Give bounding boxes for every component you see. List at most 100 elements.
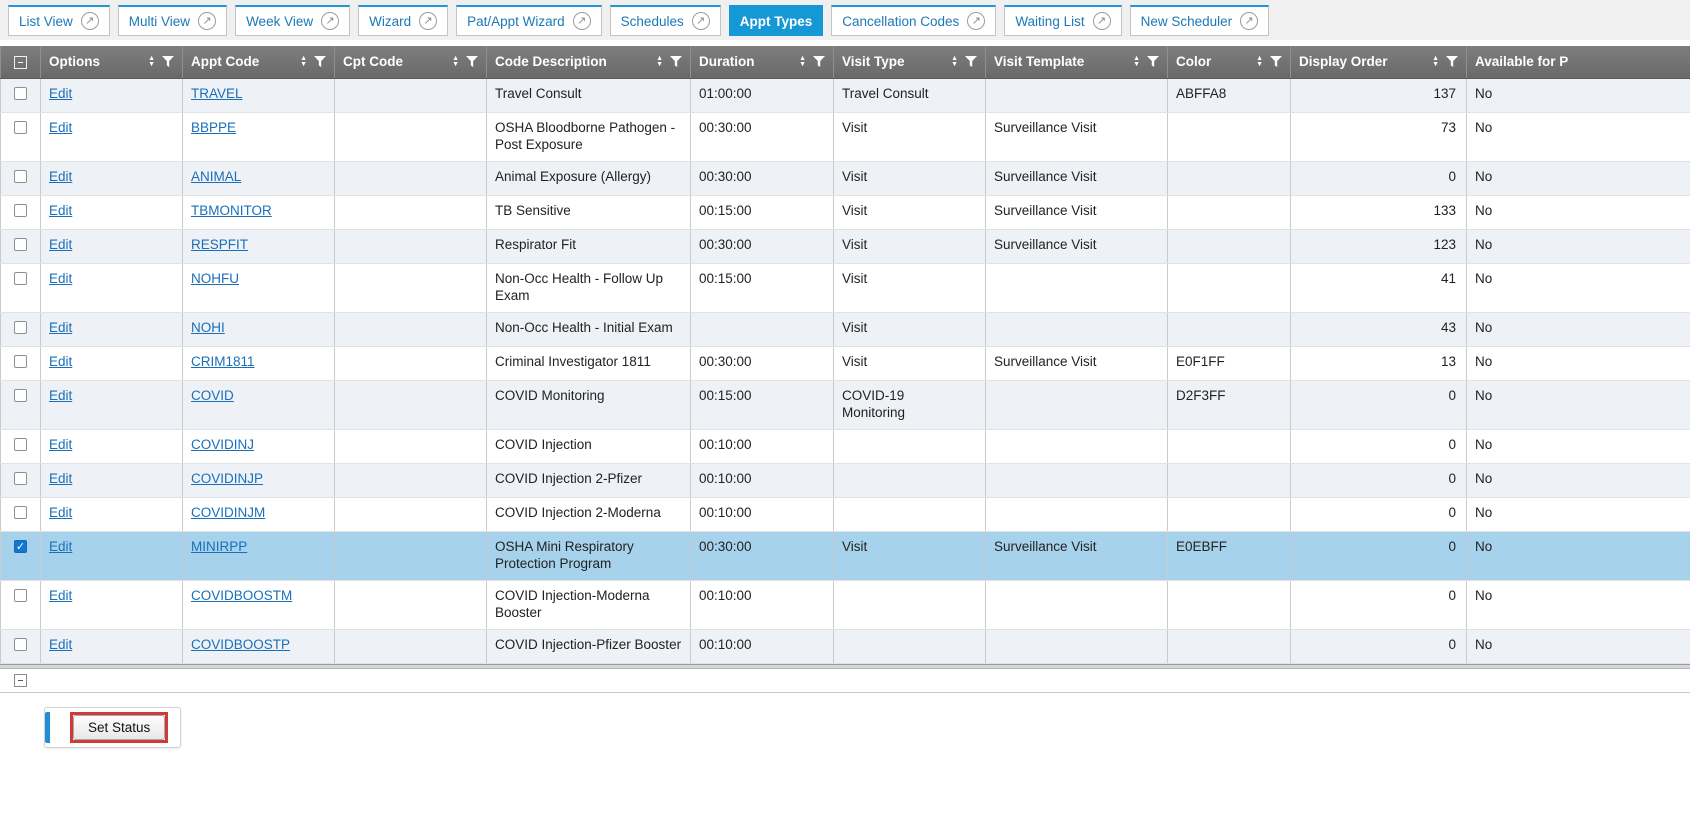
open-new-window-icon[interactable]: ↗ <box>419 12 438 30</box>
open-new-window-icon[interactable]: ↗ <box>967 12 986 30</box>
sort-icon[interactable]: ▲ ▼ <box>1256 54 1263 68</box>
column-header-available-for-p[interactable]: Available for P <box>1466 46 1690 79</box>
filter-icon[interactable] <box>1446 56 1458 68</box>
row-checkbox[interactable] <box>14 471 27 485</box>
column-header-select[interactable] <box>0 46 41 79</box>
row-checkbox[interactable] <box>14 388 27 402</box>
column-header-display-order[interactable]: Display Order ▲ ▼ <box>1290 46 1467 79</box>
appt-code-link[interactable]: NOHI <box>191 319 225 335</box>
appt-code-link[interactable]: COVIDBOOSTM <box>191 587 293 603</box>
row-checkbox[interactable] <box>14 437 27 451</box>
column-header-visit-template[interactable]: Visit Template ▲ ▼ <box>985 46 1168 79</box>
appt-code-link[interactable]: MINIRPP <box>191 538 248 554</box>
appt-code-link[interactable]: RESPFIT <box>191 236 249 252</box>
cell-select <box>0 429 41 464</box>
tab-week-view[interactable]: Week View ↗ <box>235 5 351 36</box>
row-checkbox[interactable] <box>14 588 27 602</box>
tab-pat-appt-wizard[interactable]: Pat/Appt Wizard ↗ <box>456 5 602 36</box>
row-checkbox[interactable] <box>14 354 27 368</box>
edit-link[interactable]: Edit <box>49 353 73 369</box>
sort-icon[interactable]: ▲ ▼ <box>300 54 307 68</box>
open-new-window-icon[interactable]: ↗ <box>691 12 710 30</box>
edit-link[interactable]: Edit <box>49 436 73 452</box>
appt-code-link[interactable]: NOHFU <box>191 270 239 286</box>
appt-code-link[interactable]: TBMONITOR <box>191 202 272 218</box>
tab-new-scheduler[interactable]: New Scheduler ↗ <box>1129 5 1270 36</box>
row-checkbox[interactable] <box>14 637 27 651</box>
appt-code-link[interactable]: TRAVEL <box>191 85 243 101</box>
tab-list-view[interactable]: List View ↗ <box>8 5 110 36</box>
column-header-options[interactable]: Options ▲ ▼ <box>40 46 183 79</box>
filter-icon[interactable] <box>162 56 174 68</box>
edit-link[interactable]: Edit <box>49 636 73 652</box>
column-header-code-description[interactable]: Code Description ▲ ▼ <box>486 46 691 79</box>
row-checkbox[interactable] <box>14 320 27 334</box>
filter-icon[interactable] <box>965 56 977 68</box>
cell-code-description: COVID Injection 2-Moderna <box>486 497 691 532</box>
appt-code-link[interactable]: CRIM1811 <box>191 353 255 369</box>
sort-icon[interactable]: ▲ ▼ <box>452 54 459 68</box>
appt-code-link[interactable]: COVIDINJP <box>191 470 264 486</box>
filter-icon[interactable] <box>813 56 825 68</box>
sort-icon[interactable]: ▲ ▼ <box>1432 54 1439 68</box>
column-header-visit-type[interactable]: Visit Type ▲ ▼ <box>833 46 986 79</box>
edit-link[interactable]: Edit <box>49 168 73 184</box>
tab-multi-view[interactable]: Multi View ↗ <box>117 5 228 36</box>
row-checkbox[interactable] <box>14 271 27 285</box>
row-checkbox[interactable] <box>14 120 27 134</box>
appt-code-link[interactable]: ANIMAL <box>191 168 242 184</box>
filter-icon[interactable] <box>670 56 682 68</box>
filter-icon[interactable] <box>1147 56 1159 68</box>
tab-wizard[interactable]: Wizard ↗ <box>358 5 449 36</box>
edit-link[interactable]: Edit <box>49 202 73 218</box>
row-checkbox[interactable] <box>14 539 27 553</box>
row-checkbox[interactable] <box>14 505 27 519</box>
appt-code-link[interactable]: COVIDBOOSTP <box>191 636 291 652</box>
open-new-window-icon[interactable]: ↗ <box>198 12 217 30</box>
appt-code-link[interactable]: COVIDINJ <box>191 436 255 452</box>
appt-code-link[interactable]: COVID <box>191 387 234 403</box>
open-new-window-icon[interactable]: ↗ <box>572 12 591 30</box>
edit-link[interactable]: Edit <box>49 85 73 101</box>
edit-link[interactable]: Edit <box>49 387 73 403</box>
row-checkbox[interactable] <box>14 237 27 251</box>
collapse-icon[interactable] <box>14 673 27 687</box>
column-header-color[interactable]: Color ▲ ▼ <box>1167 46 1291 79</box>
edit-link[interactable]: Edit <box>49 587 73 603</box>
edit-link[interactable]: Edit <box>49 236 73 252</box>
row-checkbox[interactable] <box>14 86 27 100</box>
edit-link[interactable]: Edit <box>49 119 73 135</box>
open-new-window-icon[interactable]: ↗ <box>1092 12 1111 30</box>
collapse-all-icon[interactable] <box>14 56 27 70</box>
sort-icon[interactable]: ▲ ▼ <box>1133 54 1140 68</box>
appt-code-link[interactable]: COVIDINJM <box>191 504 266 520</box>
edit-link[interactable]: Edit <box>49 319 73 335</box>
filter-icon[interactable] <box>1270 56 1282 68</box>
cell-duration: 00:10:00 <box>690 463 834 498</box>
edit-link[interactable]: Edit <box>49 504 73 520</box>
row-checkbox[interactable] <box>14 169 27 183</box>
edit-link[interactable]: Edit <box>49 270 73 286</box>
open-new-window-icon[interactable]: ↗ <box>321 12 340 30</box>
column-header-appt-code[interactable]: Appt Code ▲ ▼ <box>182 46 335 79</box>
open-new-window-icon[interactable]: ↗ <box>1240 12 1259 30</box>
row-checkbox[interactable] <box>14 203 27 217</box>
edit-link[interactable]: Edit <box>49 538 73 554</box>
tab-appt-types[interactable]: Appt Types <box>728 5 824 36</box>
sort-icon[interactable]: ▲ ▼ <box>656 54 663 68</box>
tab-waiting-list[interactable]: Waiting List ↗ <box>1004 5 1122 36</box>
sort-icon[interactable]: ▲ ▼ <box>148 54 155 68</box>
tab-cancellation-codes[interactable]: Cancellation Codes ↗ <box>831 5 997 36</box>
column-header-cpt-code[interactable]: Cpt Code ▲ ▼ <box>334 46 487 79</box>
filter-icon[interactable] <box>466 56 478 68</box>
open-new-window-icon[interactable]: ↗ <box>80 12 99 30</box>
column-header-duration[interactable]: Duration ▲ ▼ <box>690 46 834 79</box>
sort-icon[interactable]: ▲ ▼ <box>799 54 806 68</box>
filter-icon[interactable] <box>314 56 326 68</box>
edit-link[interactable]: Edit <box>49 470 73 486</box>
cell-visit-type <box>833 497 986 532</box>
sort-icon[interactable]: ▲ ▼ <box>951 54 958 68</box>
appt-code-link[interactable]: BBPPE <box>191 119 237 135</box>
tab-schedules[interactable]: Schedules ↗ <box>609 5 721 36</box>
set-status-button[interactable]: Set Status <box>73 714 166 740</box>
